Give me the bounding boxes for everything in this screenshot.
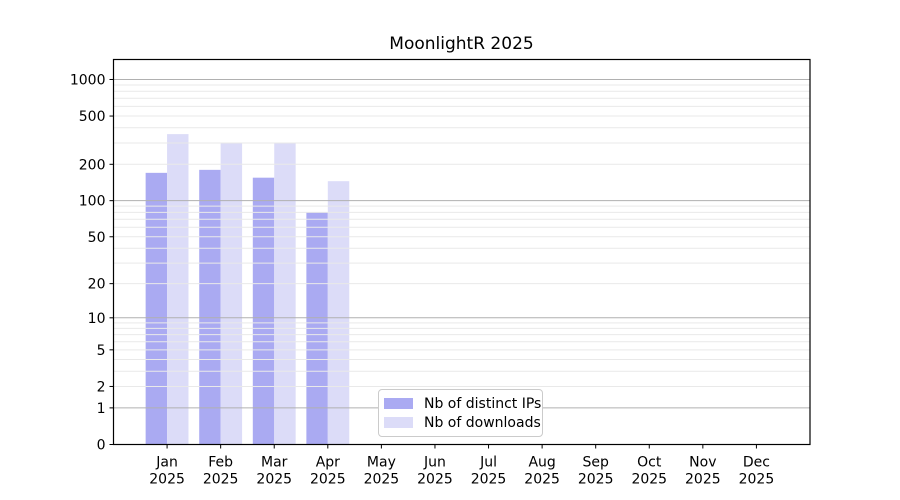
x-tick-label-month: Sep — [582, 455, 609, 471]
y-tick-label: 50 — [88, 230, 106, 246]
y-tick-label: 200 — [79, 157, 106, 173]
bar-nb-of-distinct-ips-mar — [252, 177, 275, 445]
x-tick-label-month: May — [367, 455, 396, 471]
legend-label-distinct-ips: Nb of distinct IPs — [424, 395, 542, 412]
legend-item-distinct-ips: Nb of distinct IPs — [384, 396, 541, 412]
y-tick-label: 500 — [79, 109, 106, 125]
bar-nb-of-downloads-apr — [327, 181, 350, 445]
x-tick-label-year: 2025 — [256, 472, 292, 488]
legend-label-downloads: Nb of downloads — [424, 414, 541, 431]
x-tick-label-month: Feb — [208, 455, 233, 471]
x-tick-label-year: 2025 — [310, 472, 346, 488]
x-tick-label-year: 2025 — [203, 472, 239, 488]
y-tick-label: 1000 — [70, 72, 106, 88]
y-tick-label: 0 — [97, 438, 106, 454]
bar-nb-of-downloads-mar — [274, 142, 296, 445]
legend-swatch-distinct-ips — [384, 398, 413, 409]
axes-border — [112, 58, 811, 446]
x-tick-label-year: 2025 — [578, 472, 614, 488]
y-tick-label: 5 — [97, 343, 106, 359]
x-tick-label-year: 2025 — [631, 472, 667, 488]
x-tick-label-year: 2025 — [524, 472, 560, 488]
x-tick-label-year: 2025 — [417, 472, 453, 488]
x-tick-label-year: 2025 — [685, 472, 721, 488]
x-tick-label-year: 2025 — [364, 472, 400, 488]
x-tick-label-month: Dec — [743, 455, 770, 471]
bar-nb-of-downloads-feb — [220, 142, 243, 445]
y-tick-label: 10 — [88, 311, 106, 327]
x-tick-label-month: Apr — [316, 455, 340, 471]
x-tick-label-month: Jun — [423, 455, 446, 471]
x-tick-label-month: Nov — [689, 455, 716, 471]
x-tick-label-month: Oct — [637, 455, 662, 471]
chart-title: MoonlightR 2025 — [389, 34, 534, 54]
x-tick-label-year: 2025 — [739, 472, 775, 488]
x-tick-label-month: Aug — [528, 455, 555, 471]
x-tick-label-month: Mar — [261, 455, 288, 471]
y-tick-label: 20 — [88, 277, 106, 293]
bar-nb-of-distinct-ips-jan — [145, 172, 168, 445]
legend-swatch-downloads — [384, 417, 413, 428]
bar-nb-of-downloads-jan — [167, 134, 189, 445]
x-tick-label-month: Jul — [479, 455, 497, 471]
x-tick-label-month: Jan — [155, 455, 178, 471]
legend: Nb of distinct IPs Nb of downloads — [378, 389, 543, 437]
y-tick-label: 1 — [97, 401, 106, 417]
x-tick-label-year: 2025 — [149, 472, 185, 488]
y-tick-label: 100 — [79, 194, 106, 210]
y-tick-label: 2 — [97, 379, 106, 395]
legend-item-downloads: Nb of downloads — [384, 415, 541, 431]
x-tick-label-year: 2025 — [471, 472, 507, 488]
bar-nb-of-distinct-ips-feb — [199, 169, 221, 445]
